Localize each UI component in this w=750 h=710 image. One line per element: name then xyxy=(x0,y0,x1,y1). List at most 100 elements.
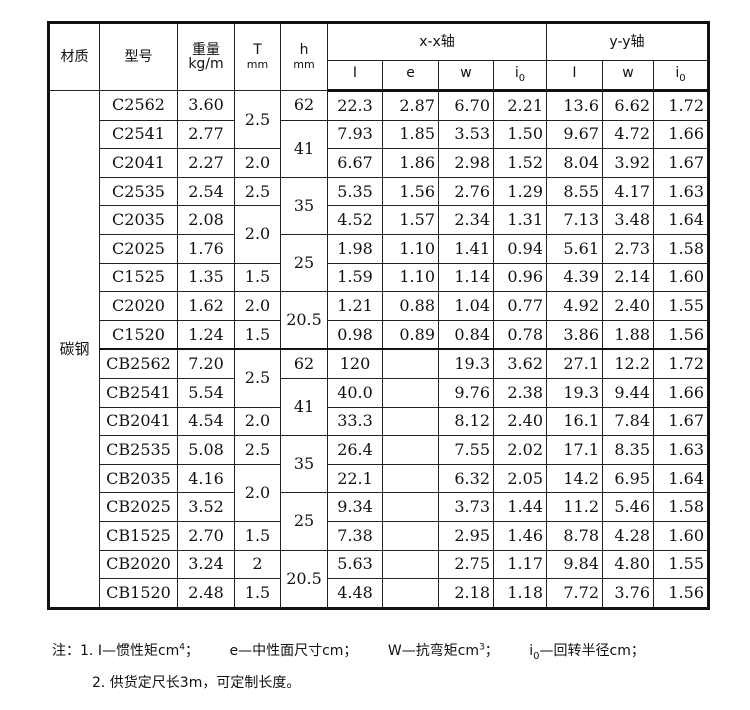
height-cell: 62 xyxy=(280,90,328,121)
xx-value-cell: 2.87 xyxy=(382,90,439,121)
table-row: C1525 1.35 1.5 1.59 1.10 1.14 0.96 4.39 2.14 1.60 xyxy=(49,262,709,293)
note-line-2: 2. 供货定尺长3m，可定制长度。 xyxy=(92,675,301,691)
notes: 注：1. I—惯性矩cm4； e—中性面尺寸cm； W—抗弯矩cm3； i0—回… xyxy=(52,640,671,704)
xx-value-cell: 1.46 xyxy=(493,520,547,551)
yy-value-cell: 1.67 xyxy=(653,148,709,178)
xx-value-cell: 0.89 xyxy=(382,319,439,350)
yy-value-cell: 5.46 xyxy=(602,492,654,522)
xx-value-cell: 22.1 xyxy=(327,463,383,494)
model-cell: C2541 xyxy=(99,119,178,150)
weight-cell: 5.54 xyxy=(177,377,235,408)
thickness-cell: 2.0 xyxy=(234,148,281,178)
weight-cell: 1.76 xyxy=(177,233,235,264)
weight-cell: 2.70 xyxy=(177,520,235,551)
xx-value-cell: 0.78 xyxy=(493,319,547,350)
yy-value-cell: 1.66 xyxy=(653,377,709,408)
height-cell: 20.5 xyxy=(280,291,328,350)
header-yy-axis: y-y轴 xyxy=(546,22,709,61)
note-i: i xyxy=(529,643,534,659)
xx-value-cell: 2.98 xyxy=(438,148,494,178)
model-cell: CB1520 xyxy=(99,578,178,609)
yy-value-cell: 2.14 xyxy=(602,262,654,293)
table-row: C2541 2.77 41 7.93 1.85 3.53 1.50 9.67 4.72 1.66 xyxy=(49,119,709,178)
yy-value-cell: 3.92 xyxy=(602,148,654,178)
weight-cell: 4.16 xyxy=(177,463,235,494)
header-xx-col: I xyxy=(327,60,383,92)
header-yy-col: i0 xyxy=(653,60,709,92)
weight-cell: 2.54 xyxy=(177,176,235,207)
xx-value-cell: 7.38 xyxy=(327,520,383,551)
yy-value-cell: 4.28 xyxy=(602,520,654,551)
height-cell: 35 xyxy=(280,435,328,494)
yy-value-cell: 4.17 xyxy=(602,176,654,207)
weight-cell: 3.60 xyxy=(177,90,235,121)
yy-value-cell: 1.64 xyxy=(653,205,709,235)
height-cell: 41 xyxy=(280,377,328,437)
note-sep: ； xyxy=(484,643,499,659)
thickness-cell: 2.0 xyxy=(234,291,281,321)
xx-value-cell: 2.75 xyxy=(438,549,494,580)
yy-value-cell: 9.67 xyxy=(546,119,603,150)
yy-value-cell: 1.55 xyxy=(653,549,709,580)
xx-value-cell xyxy=(382,348,439,379)
xx-value-cell: 1.14 xyxy=(438,262,494,293)
header-yy-col: I xyxy=(546,60,603,92)
table-row: CB2562 7.20 2.5 62 120 19.3 3.62 27.1 12.2 1.72 xyxy=(49,348,709,408)
xx-value-cell: 3.62 xyxy=(493,348,547,379)
model-cell: CB2562 xyxy=(99,348,178,379)
table-row: 碳钢 C2562 3.60 2.5 62 22.3 2.87 6.70 2.21 13.6 6.62… xyxy=(48,89,709,609)
yy-value-cell: 2.73 xyxy=(602,233,654,264)
yy-value-cell: 6.62 xyxy=(602,90,654,121)
weight-cell: 1.62 xyxy=(177,291,235,321)
xx-value-cell: 1.59 xyxy=(327,262,383,293)
height-cell: 41 xyxy=(280,119,328,178)
yy-value-cell: 4.80 xyxy=(602,549,654,580)
xx-value-cell: 1.17 xyxy=(493,549,547,580)
xx-value-cell: 19.3 xyxy=(438,348,494,379)
yy-value-cell: 1.58 xyxy=(653,492,709,522)
col-label-sub: 0 xyxy=(518,72,526,84)
xx-value-cell: 5.63 xyxy=(327,549,383,580)
yy-value-cell: 2.40 xyxy=(602,291,654,321)
xx-value-cell xyxy=(382,463,439,494)
xx-value-cell: 2.95 xyxy=(438,520,494,551)
yy-value-cell: 5.61 xyxy=(546,233,603,264)
model-cell: C2025 xyxy=(99,233,178,264)
model-cell: CB2535 xyxy=(99,435,178,465)
col-label: i xyxy=(675,65,680,82)
thickness-cell: 2.5 xyxy=(234,348,281,408)
note-W: W—抗弯矩cm xyxy=(387,643,480,659)
xx-value-cell: 120 xyxy=(327,348,383,379)
yy-value-cell: 1.63 xyxy=(653,176,709,207)
thickness-cell: 1.5 xyxy=(234,520,281,551)
xx-value-cell: 7.93 xyxy=(327,119,383,150)
table-row: C2035 2.08 2.0 4.52 1.57 2.34 1.31 7.13 3.48 1.64 xyxy=(49,205,709,264)
xx-value-cell: 7.55 xyxy=(438,435,494,465)
yy-value-cell: 1.56 xyxy=(653,319,709,350)
xx-value-cell: 1.10 xyxy=(382,233,439,264)
model-cell: C2535 xyxy=(99,176,178,207)
height-cell: 20.5 xyxy=(280,549,328,609)
col-label: e xyxy=(406,65,415,82)
xx-value-cell: 1.85 xyxy=(382,119,439,150)
table-row: CB2535 5.08 2.5 35 26.4 7.55 2.02 17.1 8.35 1.63 xyxy=(49,435,709,494)
model-cell: C2041 xyxy=(99,148,178,178)
xx-value-cell: 3.53 xyxy=(438,119,494,150)
height-cell: 62 xyxy=(280,348,328,379)
xx-value-cell: 2.02 xyxy=(493,435,547,465)
xx-value-cell: 9.76 xyxy=(438,377,494,408)
xx-value-cell: 6.70 xyxy=(438,90,494,121)
yy-value-cell: 17.1 xyxy=(546,435,603,465)
xx-value-cell: 2.21 xyxy=(493,90,547,121)
xx-value-cell xyxy=(382,435,439,465)
T-unit: mm xyxy=(246,58,269,71)
yy-value-cell: 7.13 xyxy=(546,205,603,235)
model-cell: C2562 xyxy=(99,90,178,121)
height-cell: 25 xyxy=(280,233,328,293)
yy-value-cell: 1.60 xyxy=(653,262,709,293)
weight-unit: kg/m xyxy=(188,56,224,72)
xx-value-cell: 2.40 xyxy=(493,406,547,437)
col-label-sub: 0 xyxy=(679,72,686,84)
xx-value-cell: 26.4 xyxy=(327,435,383,465)
